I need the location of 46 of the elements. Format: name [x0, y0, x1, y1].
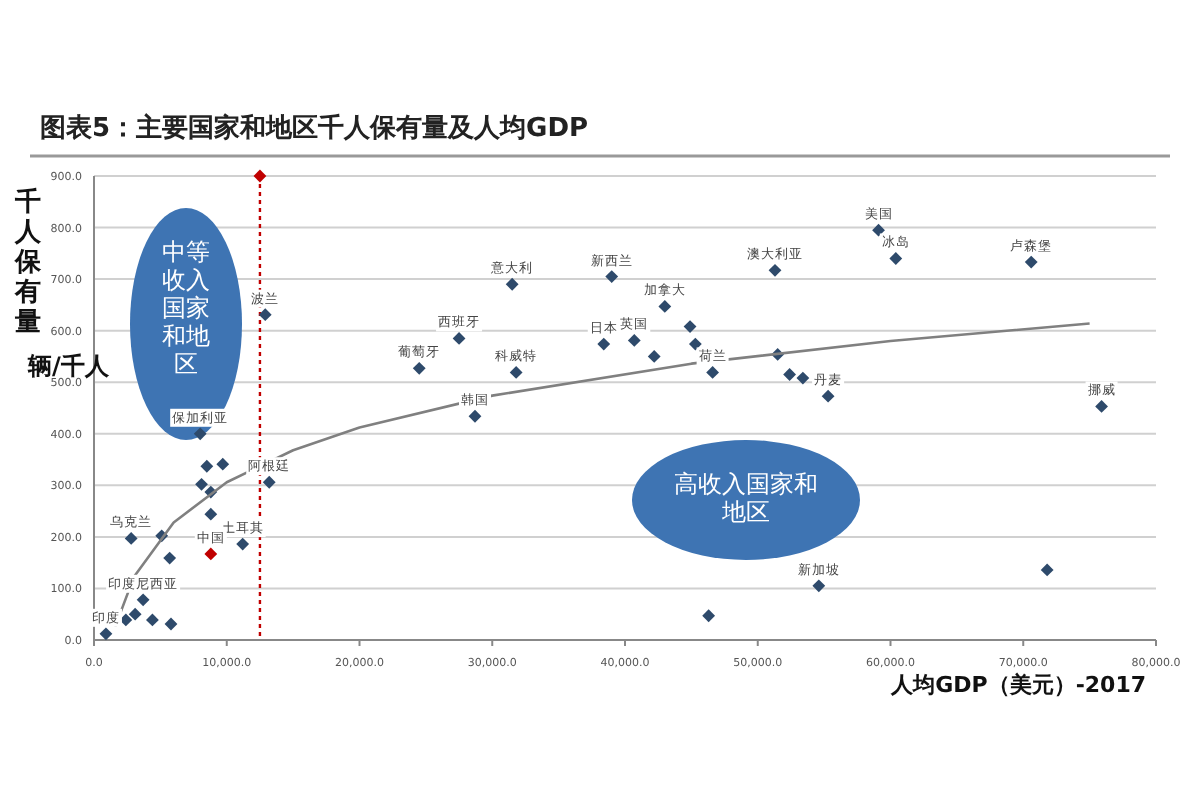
point	[128, 607, 142, 621]
y-axis-title: 千人保有量	[13, 186, 43, 338]
point	[688, 337, 702, 351]
annotation: 辆/千人	[26, 352, 111, 380]
point	[702, 609, 716, 623]
annotation: 高收入国家和地区	[674, 470, 818, 526]
point	[821, 389, 835, 403]
point	[605, 270, 619, 283]
point	[658, 300, 672, 313]
point	[258, 308, 272, 322]
point	[1024, 255, 1038, 269]
point	[627, 334, 641, 347]
point	[706, 366, 720, 379]
point	[872, 223, 885, 237]
point	[136, 593, 150, 607]
point	[99, 627, 113, 641]
point	[505, 277, 519, 291]
chart-title: 图表5：主要国家和地区千人保有量及人均GDP	[40, 112, 589, 144]
point	[146, 613, 159, 627]
point	[1095, 400, 1108, 413]
x-axis-title: 人均GDP（美元）-2017	[889, 672, 1146, 698]
point	[262, 475, 276, 489]
point	[647, 350, 661, 363]
point	[236, 537, 250, 551]
point	[812, 579, 826, 593]
point	[783, 368, 797, 381]
point	[193, 427, 207, 441]
point	[164, 617, 178, 631]
point	[468, 409, 482, 423]
point	[216, 457, 230, 471]
point	[163, 551, 177, 565]
point	[509, 366, 523, 379]
point	[204, 547, 218, 561]
annotation: 中等收入国家和地区	[162, 238, 210, 378]
point	[1040, 563, 1054, 577]
point	[253, 169, 267, 183]
point	[768, 263, 782, 277]
point	[452, 332, 466, 345]
point	[889, 252, 903, 265]
point	[124, 532, 138, 545]
point	[204, 507, 218, 521]
point	[200, 459, 214, 473]
point	[412, 361, 426, 375]
point	[796, 371, 810, 385]
point	[597, 337, 611, 351]
point	[195, 477, 208, 491]
